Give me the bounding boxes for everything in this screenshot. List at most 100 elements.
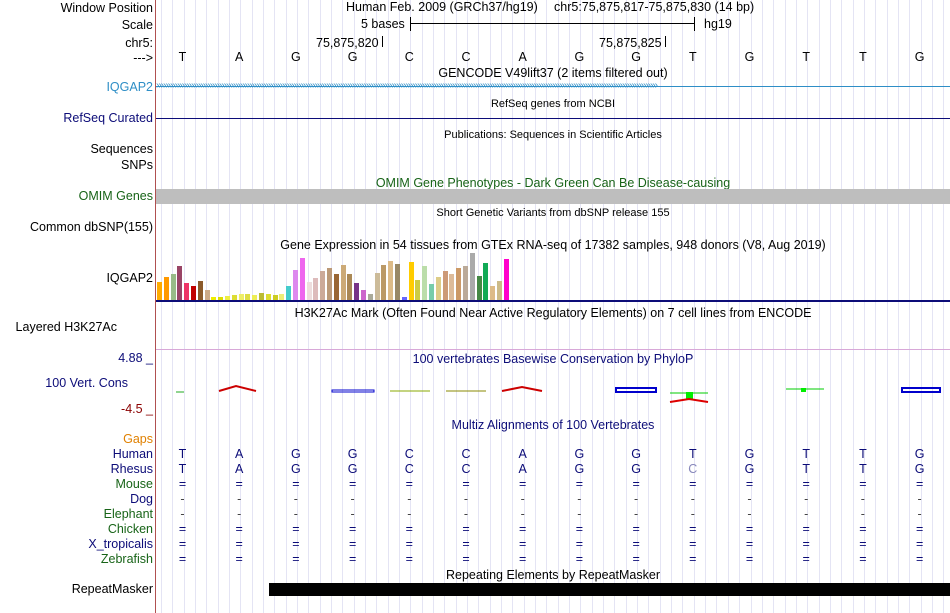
alignment-base: G xyxy=(914,462,925,476)
gtex-bar[interactable] xyxy=(327,267,332,300)
species-label[interactable]: Elephant xyxy=(103,507,153,521)
h3k27ac-track-label[interactable]: Layered H3K27Ac xyxy=(15,320,117,334)
alignment-base: G xyxy=(744,462,755,476)
dbsnp-track-label[interactable]: Common dbSNP(155) xyxy=(30,220,153,234)
gtex-track-label[interactable]: IQGAP2 xyxy=(106,271,153,285)
omim-gene-bar[interactable] xyxy=(156,189,950,204)
gencode-track-label[interactable]: IQGAP2 xyxy=(106,80,153,94)
gtex-bar[interactable] xyxy=(483,262,489,300)
gtex-bar[interactable] xyxy=(211,296,217,300)
gtex-bar[interactable] xyxy=(503,259,509,300)
gridline xyxy=(421,0,423,613)
gtex-bar[interactable] xyxy=(272,295,278,300)
gtex-bar[interactable] xyxy=(197,280,203,300)
refseq-gene-line[interactable] xyxy=(156,118,950,119)
species-label[interactable]: Human xyxy=(112,447,153,461)
gtex-bar[interactable] xyxy=(177,266,183,300)
species-label[interactable]: X_tropicalis xyxy=(88,537,153,551)
gtex-bar[interactable] xyxy=(218,296,224,300)
gtex-bar[interactable] xyxy=(354,283,360,300)
gtex-bar[interactable] xyxy=(313,278,319,300)
gtex-bar[interactable] xyxy=(265,294,271,300)
gtex-bar[interactable] xyxy=(490,285,496,300)
species-label[interactable]: Mouse xyxy=(115,477,153,491)
repeatmasker-track-label[interactable]: RepeatMasker xyxy=(71,582,153,596)
gtex-bar[interactable] xyxy=(442,271,448,300)
gtex-baseline xyxy=(156,300,950,302)
gtex-bar[interactable] xyxy=(184,283,190,300)
gtex-bar[interactable] xyxy=(225,296,230,300)
alignment-base: - xyxy=(520,507,525,521)
gtex-bar[interactable] xyxy=(415,279,421,300)
gtex-bar[interactable] xyxy=(381,265,387,300)
publications-sequences-label[interactable]: Sequences xyxy=(90,142,153,156)
refseq-track-label[interactable]: RefSeq Curated xyxy=(63,111,153,125)
gtex-bar[interactable] xyxy=(388,260,394,300)
gtex-bar[interactable] xyxy=(259,292,264,300)
publications-snps-label[interactable]: SNPs xyxy=(121,158,153,172)
gridline xyxy=(206,0,208,613)
gtex-bar[interactable] xyxy=(395,263,400,300)
gtex-bar[interactable] xyxy=(374,273,380,300)
gtex-bar[interactable] xyxy=(204,290,210,300)
gridline xyxy=(376,0,378,613)
gtex-bar[interactable] xyxy=(476,276,482,300)
gtex-bar[interactable] xyxy=(286,285,292,300)
ref-base: T xyxy=(688,50,697,64)
alignment-base: = xyxy=(745,522,754,536)
gtex-bar[interactable] xyxy=(422,266,428,300)
alignment-base: G xyxy=(291,447,301,461)
refseq-track-title: RefSeq genes from NCBI xyxy=(490,98,616,110)
gridline xyxy=(217,0,219,613)
gtex-bar[interactable] xyxy=(238,294,244,300)
gtex-bar[interactable] xyxy=(306,282,312,300)
alignment-base: = xyxy=(802,477,810,491)
ref-base: C xyxy=(461,50,471,64)
gtex-bar[interactable] xyxy=(340,265,346,300)
alignment-base: G xyxy=(631,462,641,476)
gridline xyxy=(716,0,718,613)
track-image[interactable]: Human Feb. 2009 (GRCh37/hg19) chr5:75,87… xyxy=(156,0,950,613)
gtex-bar[interactable] xyxy=(320,271,326,300)
gtex-bar[interactable] xyxy=(456,268,462,300)
species-label[interactable]: Zebrafish xyxy=(100,552,153,566)
gtex-bar[interactable] xyxy=(408,261,414,300)
gridline xyxy=(603,0,605,613)
gtex-bar[interactable] xyxy=(245,293,251,300)
species-label[interactable]: Chicken xyxy=(107,522,153,536)
gtex-bar[interactable] xyxy=(429,284,434,300)
gtex-bar[interactable] xyxy=(347,273,353,300)
multiz-track-title: Multiz Alignments of 100 Vertebrates xyxy=(451,418,655,432)
gtex-bar[interactable] xyxy=(449,273,455,300)
gtex-bar[interactable] xyxy=(299,257,305,300)
species-label[interactable]: Rhesus xyxy=(110,462,153,476)
gridline xyxy=(330,0,332,613)
alignment-base: = xyxy=(405,522,413,536)
gtex-bar[interactable] xyxy=(293,269,298,300)
gridline xyxy=(319,0,321,613)
gtex-bar[interactable] xyxy=(361,290,366,300)
gtex-bar[interactable] xyxy=(170,273,176,300)
gtex-bar[interactable] xyxy=(279,294,285,300)
alignment-base: - xyxy=(237,492,242,506)
omim-track-label[interactable]: OMIM Genes xyxy=(78,189,153,203)
gtex-bar[interactable] xyxy=(231,295,237,300)
gtex-bar[interactable] xyxy=(333,274,339,300)
repeatmasker-element[interactable] xyxy=(269,583,950,596)
gtex-bar[interactable] xyxy=(157,281,162,300)
gtex-bar[interactable] xyxy=(163,277,169,300)
gtex-bar[interactable] xyxy=(435,276,441,300)
gridline xyxy=(943,0,945,613)
gridline xyxy=(909,0,911,613)
gtex-bar[interactable] xyxy=(463,266,468,300)
gencode-gene-line[interactable] xyxy=(156,86,950,87)
gtex-bar[interactable] xyxy=(252,295,258,300)
species-label[interactable]: Dog xyxy=(130,492,153,506)
gtex-bar[interactable] xyxy=(401,297,407,300)
gtex-bar[interactable] xyxy=(191,285,196,300)
gtex-bar[interactable] xyxy=(367,293,373,300)
gtex-bar[interactable] xyxy=(469,252,475,300)
phylop-track-label[interactable]: 100 Vert. Cons xyxy=(45,376,128,390)
gtex-bar[interactable] xyxy=(497,280,502,300)
gridline xyxy=(251,0,253,613)
